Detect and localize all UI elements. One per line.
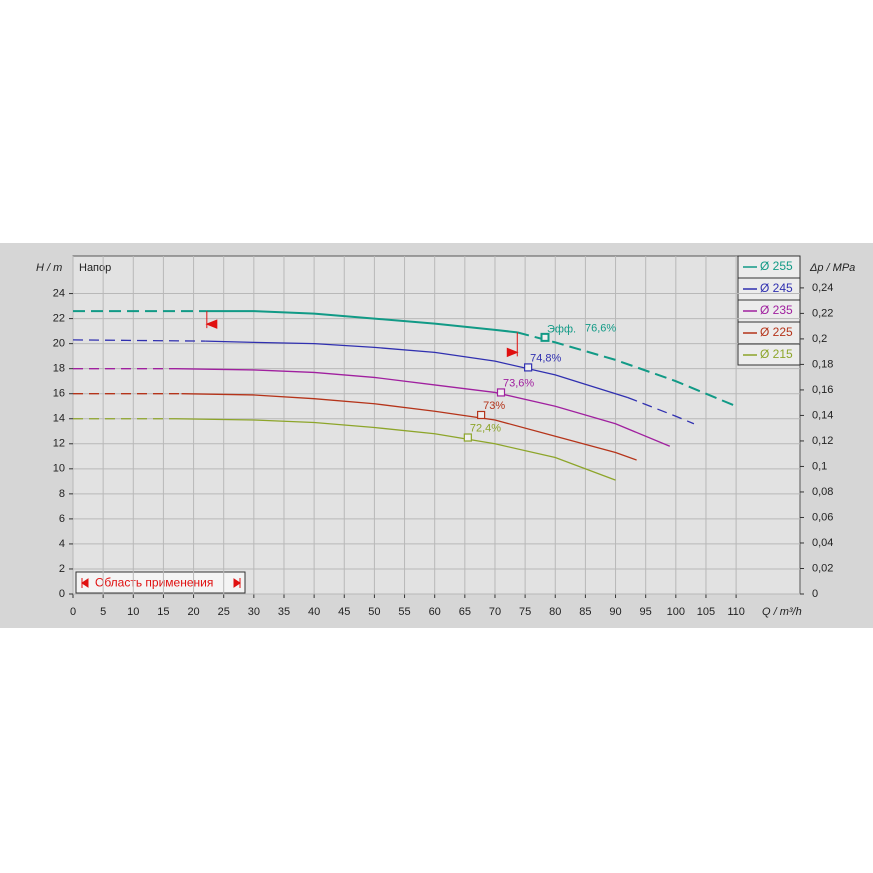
y-tick-label: 16 (53, 388, 65, 400)
y2-tick-label: 0 (812, 588, 818, 600)
curve-solid (206, 310, 518, 334)
y-tick-label: 24 (53, 287, 65, 299)
x-tick-label: 25 (218, 606, 230, 618)
x-tick-label: 95 (640, 606, 652, 618)
x-tick-label: 70 (489, 606, 501, 618)
efficiency-marker (524, 363, 533, 372)
x-tick-label: 20 (187, 606, 199, 618)
y2-tick-label: 0,2 (812, 333, 827, 345)
curve-dashed (72, 339, 206, 342)
x-tick-label: 50 (368, 606, 380, 618)
y2-tick-label: 0,16 (812, 384, 833, 396)
legend-label: Ø 245 (760, 281, 793, 295)
x-tick-label: 55 (398, 606, 410, 618)
x-tick-label: 35 (278, 606, 290, 618)
x-tick-label: 5 (100, 606, 106, 618)
legend-label: Ø 215 (760, 347, 793, 361)
x-tick-label: 60 (429, 606, 441, 618)
y2-tick-label: 0,02 (812, 562, 833, 574)
operating-range-marker (205, 311, 218, 329)
efficiency-label: 73% (483, 400, 505, 412)
y-tick-label: 4 (59, 538, 65, 550)
x-tick-label: 85 (579, 606, 591, 618)
y-tick-label: 12 (53, 438, 65, 450)
legend-label: Ø 235 (760, 303, 793, 317)
y-tick-label: 20 (53, 338, 65, 350)
curve-solid (175, 368, 671, 447)
y-tick-label: 14 (53, 413, 65, 425)
range-legend-icon (233, 578, 241, 588)
curve-solid (175, 418, 616, 481)
y2-tick-label: 0,1 (812, 460, 827, 472)
y2-tick-label: 0,08 (812, 486, 833, 498)
y-tick-label: 0 (59, 588, 65, 600)
x-tick-label: 100 (667, 606, 685, 618)
efficiency-label: 76,6% (585, 322, 616, 334)
efficiency-label: 73,6% (503, 377, 534, 389)
curve-dashed (627, 396, 695, 425)
chart-title: Напор (79, 262, 111, 274)
operating-range-marker (506, 332, 519, 358)
efficiency-marker (463, 433, 472, 442)
efficiency-label: 74,8% (530, 352, 561, 364)
x-tick-label: 65 (459, 606, 471, 618)
y2-tick-label: 0,06 (812, 511, 833, 523)
x-tick-label: 75 (519, 606, 531, 618)
x-tick-label: 10 (127, 606, 139, 618)
y2-tick-label: 0,18 (812, 358, 833, 370)
y-tick-label: 8 (59, 488, 65, 500)
plot-area (72, 255, 801, 595)
y2-tick-label: 0,04 (812, 537, 833, 549)
x-tick-label: 90 (609, 606, 621, 618)
x-tick-label: 110 (727, 606, 745, 618)
y-tick-label: 10 (53, 463, 65, 475)
curve-solid (181, 393, 637, 461)
efficiency-marker (540, 332, 550, 342)
efficiency-marker (496, 388, 506, 397)
y2-tick-label: 0,24 (812, 282, 833, 294)
x-tick-label: 40 (308, 606, 320, 618)
range-legend-label: Область применения (95, 576, 213, 590)
y-tick-label: 18 (53, 363, 65, 375)
x-tick-label: 0 (70, 606, 76, 618)
y2-axis-label: Δp / MPa (809, 262, 855, 274)
y2-tick-label: 0,14 (812, 409, 833, 421)
efficiency-marker (477, 410, 486, 420)
range-legend-icon (81, 578, 89, 588)
x-tick-label: 105 (697, 606, 715, 618)
x-tick-label: 45 (338, 606, 350, 618)
efficiency-prefix: Эфф. (547, 323, 576, 335)
x-tick-label: 30 (248, 606, 260, 618)
range-legend-box (75, 571, 246, 594)
y-axis-label: H / m (36, 262, 62, 274)
x-axis-label: Q / m³/h (762, 606, 802, 618)
x-tick-label: 80 (549, 606, 561, 618)
y-tick-label: 2 (59, 563, 65, 575)
efficiency-label: 72,4% (470, 422, 501, 434)
x-tick-label: 15 (157, 606, 169, 618)
legend-label: Ø 255 (760, 259, 793, 273)
y-tick-label: 6 (59, 513, 65, 525)
curve-solid (205, 340, 628, 399)
y2-tick-label: 0,22 (812, 307, 833, 319)
y-tick-label: 22 (53, 312, 65, 324)
y2-tick-label: 0,12 (812, 435, 833, 447)
legend-label: Ø 225 (760, 325, 793, 339)
